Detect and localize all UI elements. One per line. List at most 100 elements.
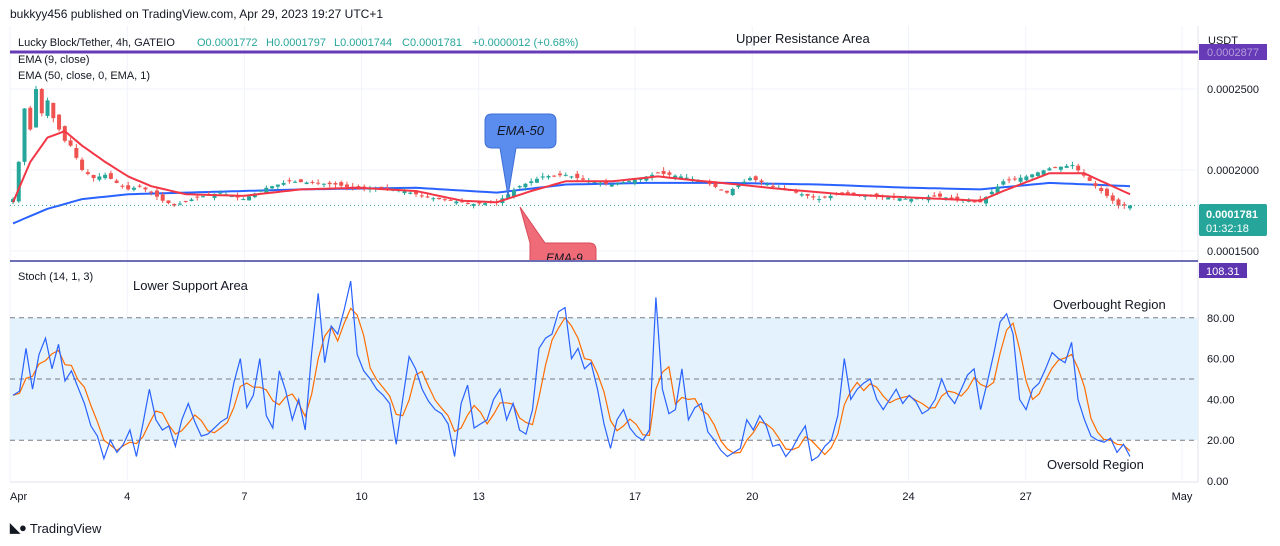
stoch-lines-layer: [12, 280, 1131, 462]
candle: [339, 180, 344, 188]
candle: [1024, 174, 1029, 182]
time-axis[interactable]: Apr 4 7 10 13 17 20 24 27 May: [10, 491, 1193, 503]
ema50-callout-text: EMA-50: [497, 123, 545, 138]
candle: [1076, 163, 1081, 173]
stoch-value-label: 108.31: [1206, 266, 1240, 278]
currency-label: USDT: [1208, 35, 1238, 47]
candle: [34, 85, 39, 128]
stoch-axis[interactable]: 80.00 60.00 40.00 20.00 0.00: [1207, 313, 1235, 488]
time-tick-label: Apr: [10, 491, 27, 503]
candle: [719, 189, 724, 191]
candle: [16, 160, 21, 203]
tradingview-logo[interactable]: ◣● TradingView: [10, 520, 101, 536]
resistance-price-tag: [1199, 44, 1267, 60]
candle: [765, 182, 770, 187]
legend-ema50[interactable]: EMA (50, close, 0, EMA, 1): [18, 70, 150, 82]
candle: [1058, 166, 1063, 173]
time-tick-label: 4: [124, 491, 130, 503]
candle: [143, 186, 148, 193]
candle: [1007, 176, 1012, 184]
stoch-d-line: [12, 307, 1131, 456]
ema50-layer: [12, 181, 1131, 225]
candle: [408, 191, 413, 195]
candle: [149, 190, 154, 196]
ema9-callout-text: EMA-9: [546, 251, 583, 265]
candle: [431, 196, 436, 202]
candle: [523, 183, 528, 191]
stoch-tick-label: 80.00: [1207, 313, 1235, 325]
candle: [598, 181, 603, 187]
candle: [563, 172, 568, 177]
countdown-label: 01:32:18: [1206, 223, 1249, 235]
candle: [57, 114, 62, 132]
candle: [557, 170, 562, 178]
candle: [74, 143, 79, 160]
upper-resistance-label: Upper Resistance Area: [736, 31, 870, 46]
candle: [85, 169, 90, 176]
candle: [1093, 180, 1098, 189]
stoch-tick-label: 20.00: [1207, 435, 1235, 447]
overbought-label: Overbought Region: [1053, 297, 1166, 312]
candle: [609, 182, 614, 188]
candle: [195, 194, 200, 201]
stoch-tick-label: 0.00: [1207, 476, 1228, 488]
price-tick-label: 0.0002500: [1207, 84, 1259, 96]
time-tick-label: 10: [355, 491, 367, 503]
candle: [126, 181, 131, 191]
candle: [1012, 175, 1017, 182]
candle: [68, 137, 73, 147]
candle: [103, 172, 108, 180]
candle: [471, 203, 476, 209]
candle: [955, 193, 960, 203]
time-tick-label: May: [1172, 491, 1193, 503]
candle: [183, 200, 188, 203]
candle: [569, 175, 574, 179]
candle: [270, 185, 275, 191]
candle: [241, 197, 246, 201]
price-axis[interactable]: 0.0002500 0.0002000 0.0001500: [1207, 84, 1259, 258]
candle: [45, 97, 50, 119]
stoch-tick-label: 40.00: [1207, 394, 1235, 406]
ema9-callout: [519, 206, 597, 260]
candle: [742, 179, 747, 185]
publisher-attribution: bukkyy456 published on TradingView.com, …: [10, 7, 384, 21]
legend-stoch[interactable]: Stoch (14, 1, 3): [18, 271, 93, 283]
candle: [298, 179, 303, 183]
stoch-band-layer: [10, 317, 1198, 441]
time-tick-label: 20: [746, 491, 758, 503]
candle: [177, 200, 182, 206]
candle: [1116, 198, 1121, 209]
time-tick-label: 7: [241, 491, 247, 503]
candle: [97, 173, 102, 182]
candle: [822, 195, 827, 199]
candle: [1035, 171, 1040, 177]
resistance-price-label: 0.0002877: [1207, 47, 1259, 59]
candle: [108, 170, 113, 180]
time-tick-label: 24: [902, 491, 914, 503]
candle: [154, 186, 159, 200]
candle: [131, 185, 136, 192]
candle: [114, 178, 119, 184]
price-pane[interactable]: [10, 26, 1198, 261]
candle: [1122, 201, 1127, 209]
candle: [310, 180, 315, 185]
candle: [1030, 173, 1035, 179]
candle: [730, 187, 735, 197]
candle: [28, 105, 33, 131]
candle: [897, 198, 902, 202]
candle: [989, 189, 994, 195]
ema9-layer: [12, 130, 1131, 204]
candle: [811, 193, 816, 201]
candle: [137, 184, 142, 188]
candle: [166, 200, 171, 205]
candle: [22, 108, 27, 166]
candle: [327, 180, 332, 188]
candle: [1047, 167, 1052, 171]
legend-open: O0.0001772: [197, 37, 258, 49]
candle: [759, 178, 764, 186]
current-price-tag: [1199, 204, 1267, 236]
legend-ema9[interactable]: EMA (9, close): [18, 54, 90, 66]
candle: [316, 179, 321, 186]
oversold-label: Oversold Region: [1047, 457, 1144, 472]
